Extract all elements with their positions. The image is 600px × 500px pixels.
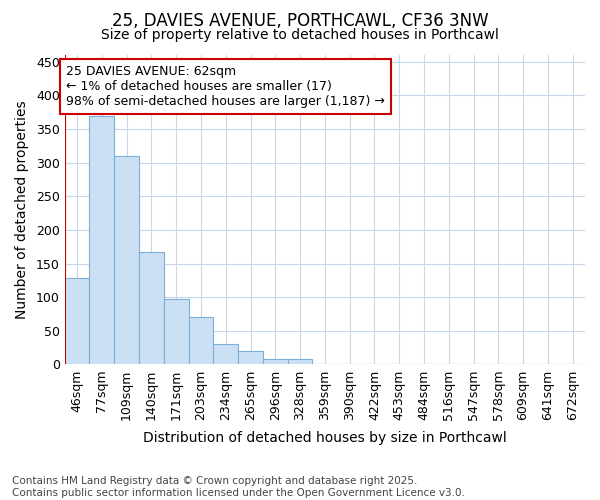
Bar xyxy=(65,278,89,364)
Bar xyxy=(238,351,263,364)
Bar xyxy=(263,359,287,364)
Text: 25, DAVIES AVENUE, PORTHCAWL, CF36 3NW: 25, DAVIES AVENUE, PORTHCAWL, CF36 3NW xyxy=(112,12,488,30)
Text: Size of property relative to detached houses in Porthcawl: Size of property relative to detached ho… xyxy=(101,28,499,42)
Bar xyxy=(89,116,114,364)
Bar xyxy=(164,299,188,364)
Bar xyxy=(139,252,164,364)
Bar xyxy=(214,344,238,364)
X-axis label: Distribution of detached houses by size in Porthcawl: Distribution of detached houses by size … xyxy=(143,431,507,445)
Bar xyxy=(188,318,214,364)
Bar xyxy=(287,359,313,364)
Y-axis label: Number of detached properties: Number of detached properties xyxy=(15,100,29,319)
Bar xyxy=(114,156,139,364)
Text: Contains HM Land Registry data © Crown copyright and database right 2025.
Contai: Contains HM Land Registry data © Crown c… xyxy=(12,476,465,498)
Text: 25 DAVIES AVENUE: 62sqm
← 1% of detached houses are smaller (17)
98% of semi-det: 25 DAVIES AVENUE: 62sqm ← 1% of detached… xyxy=(66,65,385,108)
